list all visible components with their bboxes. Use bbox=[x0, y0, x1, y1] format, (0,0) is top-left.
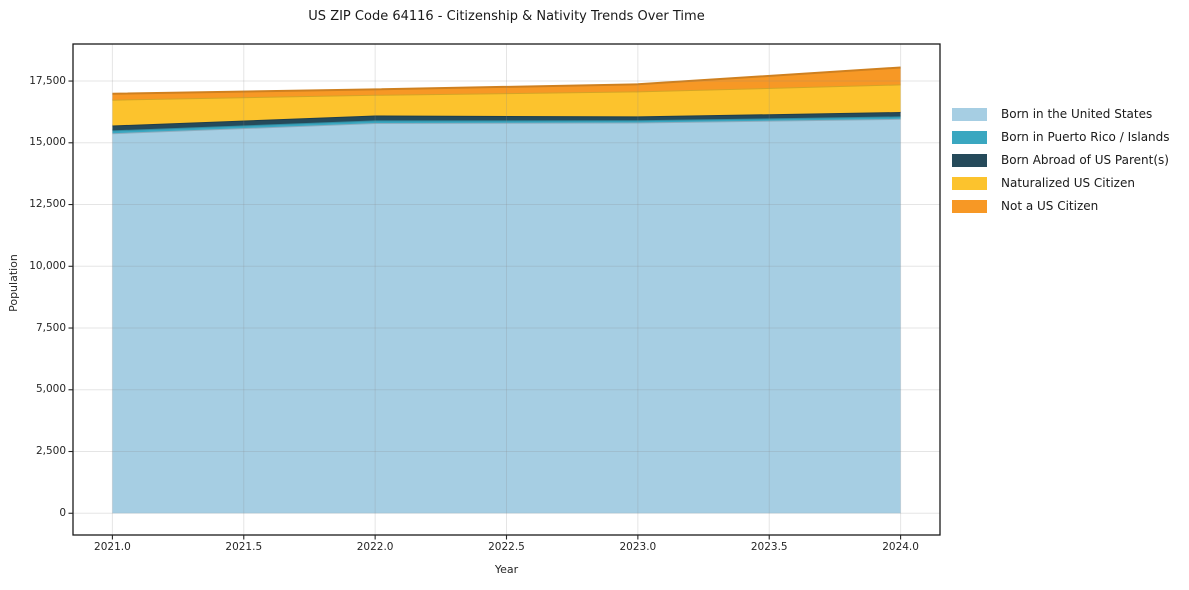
x-tick-label: 2021.5 bbox=[225, 541, 263, 553]
legend-item: Born in Puerto Rico / Islands bbox=[952, 131, 1170, 144]
legend-item: Not a US Citizen bbox=[952, 200, 1170, 213]
y-tick-label: 17,500 bbox=[29, 74, 66, 87]
x-tick-label: 2022.5 bbox=[488, 541, 525, 553]
x-tick-label: 2023.5 bbox=[750, 541, 788, 553]
area-band bbox=[112, 118, 901, 514]
y-tick-label: 10,000 bbox=[29, 259, 66, 272]
legend-item: Naturalized US Citizen bbox=[952, 177, 1170, 190]
x-axis-label: Year bbox=[494, 563, 519, 576]
area-band bbox=[112, 112, 901, 131]
y-tick-label: 15,000 bbox=[29, 136, 66, 149]
x-tick-label: 2023.0 bbox=[619, 541, 657, 553]
legend-swatch bbox=[952, 200, 987, 213]
y-tick-label: 7,500 bbox=[35, 321, 66, 334]
area-band bbox=[112, 116, 901, 134]
x-tick-label: 2021.0 bbox=[94, 541, 131, 553]
x-tick-label: 2022.0 bbox=[356, 541, 394, 553]
area-band bbox=[112, 84, 901, 126]
y-tick-label: 2,500 bbox=[35, 445, 66, 458]
legend-swatch bbox=[952, 177, 987, 190]
legend-swatch bbox=[952, 108, 987, 121]
legend-swatch bbox=[952, 154, 987, 167]
band-top-edge bbox=[112, 66, 901, 95]
legend-label: Naturalized US Citizen bbox=[1001, 176, 1135, 190]
chart-title: US ZIP Code 64116 - Citizenship & Nativi… bbox=[308, 9, 705, 24]
legend-label: Born in the United States bbox=[1001, 107, 1153, 121]
legend-item: Born Abroad of US Parent(s) bbox=[952, 154, 1170, 167]
y-tick-label: 5,000 bbox=[35, 383, 66, 396]
legend: Born in the United States Born in Puerto … bbox=[952, 108, 1170, 223]
legend-label: Born Abroad of US Parent(s) bbox=[1001, 153, 1169, 167]
legend-label: Born in Puerto Rico / Islands bbox=[1001, 130, 1170, 144]
legend-label: Not a US Citizen bbox=[1001, 199, 1099, 213]
legend-swatch bbox=[952, 131, 987, 144]
y-tick-label: 0 bbox=[59, 506, 66, 519]
y-tick-label: 12,500 bbox=[29, 198, 66, 211]
x-tick-label: 2024.0 bbox=[882, 541, 919, 553]
area-band bbox=[112, 67, 901, 100]
legend-item: Born in the United States bbox=[952, 108, 1170, 121]
